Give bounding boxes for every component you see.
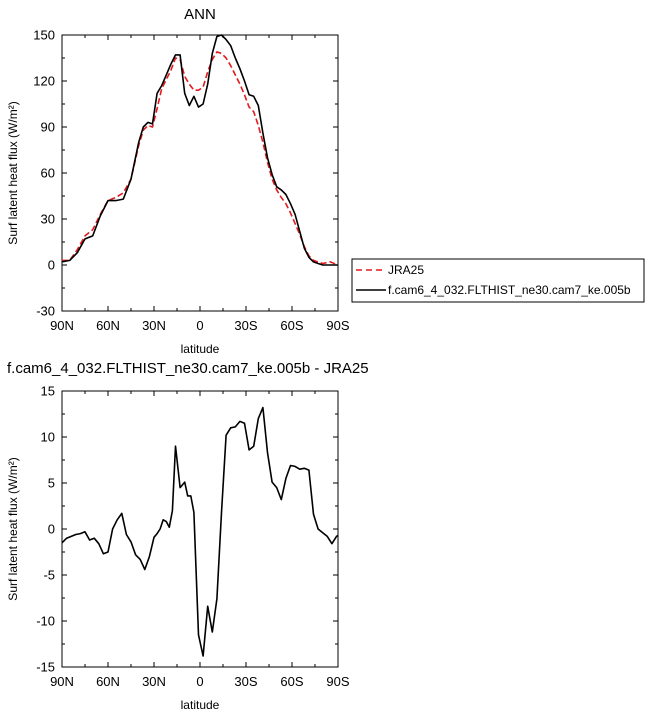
series-line-f-cam6-4-032-flthist-ne30-cam7-ke-005b — [61, 34, 338, 266]
chart-title: ANN — [184, 6, 216, 23]
y-tick-label: -30 — [36, 304, 55, 319]
y-tick-label: 0 — [48, 522, 55, 537]
x-tick-label: 60S — [280, 674, 303, 689]
x-tick-label: 60S — [280, 318, 303, 333]
legend-label-model: f.cam6_4_032.FLTHIST_ne30.cam7_ke.005b — [388, 283, 631, 297]
x-tick-label: 0 — [196, 318, 203, 333]
x-tick-label: 30N — [142, 674, 166, 689]
y-tick-label: 30 — [41, 212, 55, 227]
x-tick-label: 90N — [50, 318, 74, 333]
plot-frame — [61, 390, 339, 668]
x-axis-title: latitude — [181, 342, 220, 356]
y-tick-label: 120 — [33, 74, 55, 89]
x-tick-label: 60N — [96, 674, 120, 689]
legend-label-jra25: JRA25 — [388, 263, 424, 277]
y-axis-title: Surf latent heat flux (W/m²) — [6, 457, 20, 600]
axis-ticks: 90N 60N 30N 0 30S 60S 90S -15 -10 -5 0 5 10 15 — [36, 384, 350, 690]
plot-frame — [61, 34, 339, 312]
y-tick-label: 5 — [48, 476, 55, 491]
series-line-jra25 — [62, 51, 339, 266]
x-tick-label: 90S — [326, 318, 349, 333]
x-tick-label: 60N — [96, 318, 120, 333]
y-tick-label: -15 — [36, 660, 55, 675]
x-tick-label: 30S — [234, 674, 257, 689]
y-tick-label: -5 — [43, 568, 55, 583]
y-tick-label: 90 — [41, 120, 55, 135]
x-tick-label: 30N — [142, 318, 166, 333]
legend-box — [351, 258, 645, 303]
x-tick-label: 0 — [196, 674, 203, 689]
chart-title: f.cam6_4_032.FLTHIST_ne30.cam7_ke.005b -… — [7, 360, 369, 377]
y-tick-label: 150 — [33, 28, 55, 43]
y-tick-label: -10 — [36, 614, 55, 629]
x-axis-title: latitude — [181, 698, 220, 712]
series-lines — [61, 406, 339, 657]
y-tick-label: 10 — [41, 430, 55, 445]
x-tick-label: 90N — [50, 674, 74, 689]
y-axis-title: Surf latent heat flux (W/m²) — [6, 101, 20, 244]
y-tick-label: 60 — [41, 166, 55, 181]
x-tick-label: 30S — [234, 318, 257, 333]
axis-ticks: 90N 60N 30N 0 30S 60S 90S -30 0 30 60 90 120 150 — [33, 28, 350, 334]
y-tick-label: 0 — [48, 258, 55, 273]
series-line-0 — [61, 406, 339, 657]
series-lines — [61, 34, 339, 266]
latent-heat-flux-chart: ANN 90N 60N 30N 0 30S 60S 90S-300306090120150 … — [6, 6, 350, 356]
x-tick-label: 90S — [326, 674, 349, 689]
legend: JRA25 f.cam6_4_032.FLTHIST_ne30.cam7_ke.… — [351, 258, 645, 303]
y-tick-label: 15 — [41, 384, 55, 399]
difference-chart: f.cam6_4_032.FLTHIST_ne30.cam7_ke.005b -… — [6, 360, 369, 712]
